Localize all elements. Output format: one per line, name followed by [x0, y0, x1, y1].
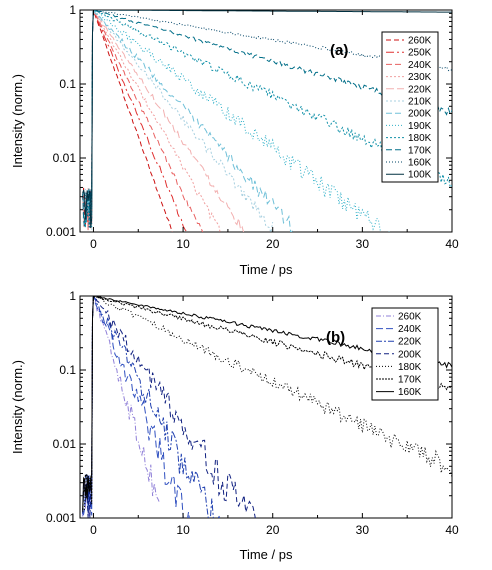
series-line-190K	[82, 10, 390, 232]
y-tick-label: 0.01	[53, 437, 77, 451]
legend-label-230K: 230K	[408, 72, 432, 83]
series-line-170K	[82, 296, 452, 511]
series-line-220K	[82, 296, 220, 518]
legend-label-220K: 220K	[398, 337, 422, 348]
panel-b: 0 10 20 30 40 0.001 0.01 0.1 1 (b) Time / ps Int…	[10, 289, 459, 562]
series-line-230K	[82, 10, 221, 232]
plot-frame	[79, 295, 453, 519]
legend-label-160K: 160K	[398, 387, 422, 398]
tick-layer: 0 10 20 30 40 0.001 0.01 0.1 1	[46, 3, 459, 251]
series-line-180K	[82, 296, 452, 512]
legend-label-250K: 250K	[408, 48, 432, 59]
series-line-250K	[82, 10, 188, 232]
x-tick-label: 20	[266, 523, 280, 537]
y-tick-label: 0.1	[59, 363, 76, 377]
tick-layer: 0 10 20 30 40 0.001 0.01 0.1 1	[46, 289, 459, 537]
y-axis-label: Intensity (norm.)	[10, 360, 25, 454]
x-tick-label: 20	[266, 237, 280, 251]
legend-box	[381, 31, 439, 183]
legend-label-240K: 240K	[408, 60, 432, 71]
y-tick-label: 0.001	[46, 511, 76, 525]
y-tick-label: 1	[69, 289, 76, 303]
legend-label-100K: 100K	[408, 170, 432, 181]
series-line-240K	[82, 10, 204, 232]
series-line-100K	[82, 10, 452, 229]
legend-label-260K: 260K	[408, 36, 432, 47]
legend-box	[371, 307, 439, 401]
plot-frame	[79, 9, 453, 233]
series-line-210K	[82, 10, 274, 232]
x-tick-label: 30	[356, 523, 370, 537]
legend-label-190K: 190K	[408, 121, 432, 132]
x-tick-label: 10	[176, 237, 190, 251]
y-axis-label: Intensity (norm.)	[10, 74, 25, 168]
series-line-260K	[82, 296, 161, 517]
legend-label-260K: 260K	[398, 312, 422, 323]
legend-label-210K: 210K	[408, 97, 432, 108]
y-tick-label: 0.1	[59, 77, 76, 91]
series-layer	[82, 296, 452, 518]
x-axis-label: Time / ps	[240, 547, 293, 562]
series-line-240K	[82, 296, 190, 518]
x-tick-label: 10	[176, 523, 190, 537]
series-line-220K	[82, 10, 245, 232]
x-axis-label: Time / ps	[240, 262, 293, 277]
panel-label: (b)	[326, 329, 345, 346]
legend-label-200K: 200K	[408, 109, 432, 120]
legend-label-180K: 180K	[398, 362, 422, 373]
legend-label-180K: 180K	[408, 133, 432, 144]
legend-label-220K: 220K	[408, 84, 432, 95]
series-line-200K	[82, 10, 293, 232]
y-tick-label: 0.01	[53, 151, 77, 165]
x-tick-label: 0	[90, 523, 97, 537]
legend-label-170K: 170K	[408, 145, 432, 156]
series-layer	[82, 10, 452, 232]
legend-label-160K: 160K	[408, 158, 432, 169]
panel-a: 0 10 20 30 40 0.001 0.01 0.1 1 (a) Time / ps Int…	[10, 3, 459, 277]
y-tick-label: 1	[69, 3, 76, 17]
series-line-200K	[82, 296, 256, 518]
x-tick-label: 0	[90, 237, 97, 251]
panel-label: (a)	[330, 42, 348, 59]
x-tick-label: 30	[356, 237, 370, 251]
legend-label-170K: 170K	[398, 375, 422, 386]
y-tick-label: 0.001	[46, 225, 76, 239]
x-tick-label: 40	[445, 523, 459, 537]
legend-label-200K: 200K	[398, 349, 422, 360]
x-tick-label: 40	[445, 237, 459, 251]
legend-label-240K: 240K	[398, 324, 422, 335]
